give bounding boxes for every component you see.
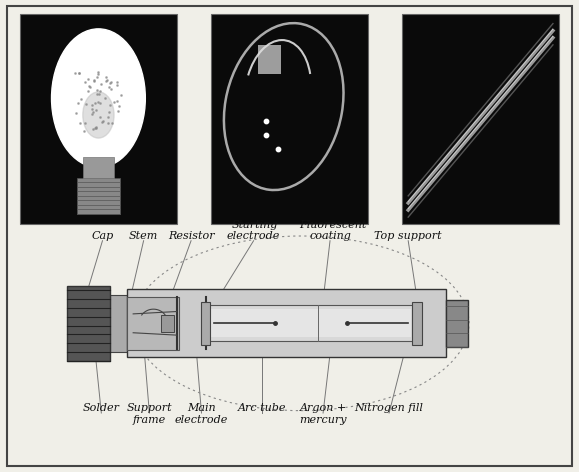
Point (103, 119, 112, 127)
Point (95, 87, 104, 94)
Point (104, 113, 113, 121)
FancyBboxPatch shape (110, 295, 127, 352)
Text: Fluorescent: Fluorescent (299, 220, 367, 230)
Point (102, 76, 111, 84)
Bar (402, 14, 559, 224)
Point (107, 85, 116, 93)
Point (108, 119, 117, 127)
Text: electrode: electrode (227, 231, 280, 241)
Bar (76, 178, 120, 214)
Bar (201, 302, 210, 345)
Point (262, 131, 271, 139)
Bar (127, 289, 446, 357)
Point (98, 117, 108, 125)
Bar (211, 309, 411, 337)
Bar (67, 286, 110, 361)
Point (84, 82, 93, 90)
Point (72, 109, 81, 117)
Point (79, 127, 88, 135)
Text: Main: Main (187, 403, 216, 413)
Point (93, 70, 102, 77)
Point (104, 109, 113, 116)
Bar (206, 305, 417, 341)
Point (88, 101, 97, 109)
Bar (127, 297, 179, 350)
Text: frame: frame (133, 415, 166, 425)
Bar (83, 157, 113, 178)
Text: Cap: Cap (91, 231, 113, 241)
Point (113, 81, 122, 88)
Point (106, 78, 115, 86)
Point (262, 117, 271, 125)
Point (71, 70, 80, 77)
Point (87, 110, 97, 118)
Text: Argon +: Argon + (299, 403, 347, 413)
Text: Arc tube: Arc tube (237, 403, 286, 413)
Point (74, 69, 83, 76)
Point (92, 86, 101, 93)
Point (115, 102, 124, 110)
Point (88, 125, 97, 133)
Point (109, 98, 119, 106)
Text: Solder: Solder (83, 403, 120, 413)
Point (113, 78, 122, 86)
Bar (446, 300, 468, 347)
Point (83, 87, 93, 94)
Point (77, 95, 86, 103)
Bar (258, 45, 281, 74)
Point (105, 101, 114, 109)
Point (90, 124, 100, 132)
Text: Starting: Starting (232, 220, 278, 230)
Point (97, 118, 107, 126)
Point (93, 74, 102, 81)
Text: mercury: mercury (299, 415, 347, 425)
Point (95, 99, 104, 107)
Text: electrode: electrode (175, 415, 228, 425)
Point (91, 123, 101, 131)
Point (74, 99, 83, 107)
Point (80, 78, 89, 86)
Bar (20, 14, 177, 224)
Point (90, 99, 100, 107)
Point (91, 124, 100, 132)
Point (80, 119, 90, 126)
Bar (412, 302, 422, 345)
Point (88, 109, 97, 116)
Point (92, 91, 101, 98)
Text: Stem: Stem (129, 231, 158, 241)
Point (102, 73, 111, 81)
Bar (211, 14, 368, 224)
Point (95, 90, 104, 98)
Point (87, 106, 96, 113)
Point (104, 83, 113, 90)
Ellipse shape (52, 29, 145, 168)
Point (96, 80, 105, 87)
Point (113, 108, 123, 115)
Point (74, 69, 83, 77)
Text: coating: coating (309, 231, 351, 241)
Point (75, 119, 84, 127)
Point (116, 91, 125, 99)
Point (113, 98, 122, 105)
Point (91, 106, 101, 114)
Ellipse shape (83, 92, 114, 138)
Text: Support: Support (127, 403, 172, 413)
Text: Resistor: Resistor (168, 231, 214, 241)
Point (94, 99, 103, 106)
Point (90, 76, 99, 84)
Text: Top support: Top support (375, 231, 442, 241)
Point (100, 94, 109, 102)
Bar (161, 315, 174, 332)
Point (96, 113, 105, 120)
Point (90, 77, 99, 84)
Point (101, 77, 111, 85)
Point (273, 145, 283, 153)
Text: Nitrogen fill: Nitrogen fill (355, 403, 423, 413)
Point (94, 68, 103, 76)
Point (81, 100, 90, 108)
Point (105, 80, 115, 87)
Point (85, 84, 94, 91)
Point (83, 76, 92, 83)
